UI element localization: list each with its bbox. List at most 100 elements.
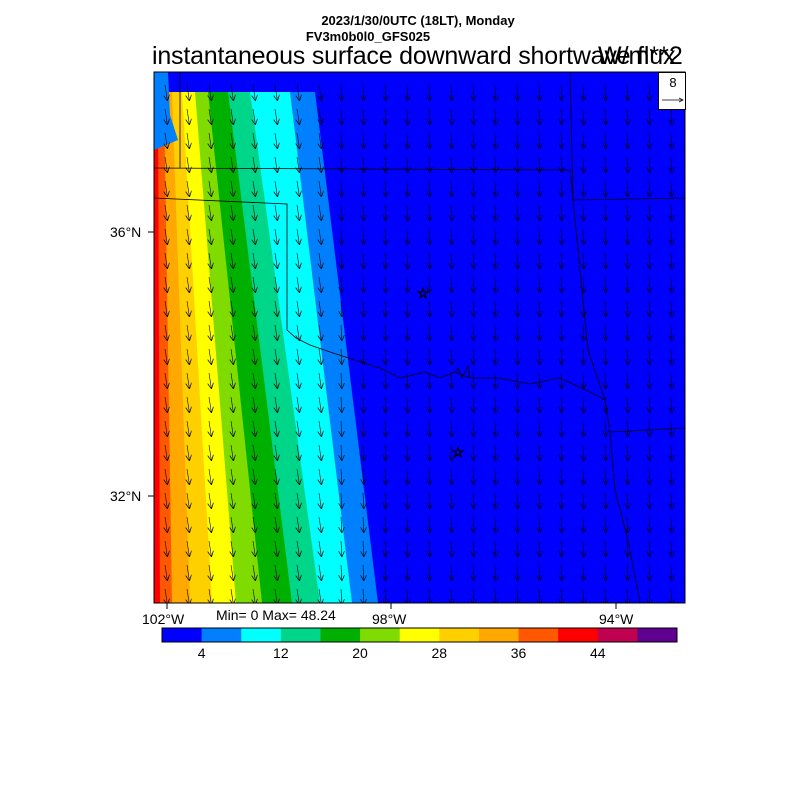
wind-vector xyxy=(605,324,606,340)
wind-vector xyxy=(275,444,277,460)
wind-vector xyxy=(297,588,299,603)
wind-vector xyxy=(429,204,430,220)
wind-vector xyxy=(429,396,430,412)
wind-vector xyxy=(319,180,321,196)
wind-vector xyxy=(451,252,452,268)
wind-vector xyxy=(517,444,518,460)
wind-vector xyxy=(297,204,299,220)
wind-vector xyxy=(319,444,321,460)
wind-vector xyxy=(473,228,474,244)
wind-vector xyxy=(671,492,672,508)
wind-vector xyxy=(275,348,277,364)
wind-vector xyxy=(451,180,452,196)
header-model: FV3m0b0l0_GFS025 xyxy=(305,29,431,44)
plot-units: W/m**2 xyxy=(598,42,683,70)
wind-vector xyxy=(187,108,189,124)
wind-vector xyxy=(429,468,430,484)
wind-vector xyxy=(539,372,540,388)
wind-vector xyxy=(297,396,299,412)
wind-vector xyxy=(341,324,342,340)
wind-vector xyxy=(583,516,584,532)
wind-vector xyxy=(407,228,408,244)
star-marker-north: ☆ xyxy=(417,285,430,301)
colorbar-label: 36 xyxy=(510,645,527,661)
colorbar-swatch xyxy=(399,628,440,642)
wind-vector xyxy=(473,516,474,532)
wind-vector xyxy=(187,348,189,364)
wind-vector xyxy=(275,372,277,388)
wind-vector xyxy=(517,276,518,292)
border-louisiana xyxy=(609,431,641,603)
lake-texoma xyxy=(454,364,471,379)
wind-vector xyxy=(253,156,255,172)
wind-vector xyxy=(319,348,321,364)
wind-vector xyxy=(341,564,342,580)
wind-vector xyxy=(165,372,167,388)
wind-vector xyxy=(385,132,386,148)
wind-vector xyxy=(605,348,606,364)
wind-vector xyxy=(517,252,518,268)
wind-vector xyxy=(165,540,167,556)
wind-vector xyxy=(671,276,672,292)
wind-vector xyxy=(165,420,167,436)
wind-vector xyxy=(517,540,518,556)
wind-vector xyxy=(319,564,321,580)
wind-vector xyxy=(605,132,606,148)
wind-vector xyxy=(209,204,211,220)
wind-vector xyxy=(385,180,386,196)
wind-vector xyxy=(649,396,650,412)
wind-vector xyxy=(539,156,540,172)
wind-vector xyxy=(209,108,211,124)
wind-vector xyxy=(187,540,189,556)
wind-vector xyxy=(627,468,628,484)
wind-vector xyxy=(561,516,562,532)
wind-vector xyxy=(341,276,342,292)
wind-vector xyxy=(231,564,233,580)
wind-vector xyxy=(561,564,562,580)
wind-vector xyxy=(495,468,496,484)
wind-vector xyxy=(209,252,211,268)
wind-vector xyxy=(209,300,211,316)
wind-vector xyxy=(583,468,584,484)
lon-label-94w: 94°W xyxy=(599,611,634,627)
wind-vector xyxy=(495,276,496,292)
wind-vector xyxy=(649,252,650,268)
colorbar-swatch xyxy=(241,628,282,642)
wind-vector xyxy=(253,204,255,220)
wind-vector xyxy=(385,348,386,364)
wind-vector xyxy=(253,324,255,340)
wind-vector xyxy=(517,132,518,148)
wind-vector xyxy=(627,396,628,412)
min-max-text: Min= 0 Max= 48.24 xyxy=(216,607,336,623)
wind-vector xyxy=(671,324,672,340)
wind-vector xyxy=(231,468,233,484)
wind-vector xyxy=(429,300,430,316)
wind-vector xyxy=(495,516,496,532)
wind-vector xyxy=(605,300,606,316)
wind-vector xyxy=(231,180,233,196)
wind-vector xyxy=(561,588,562,603)
wind-vector xyxy=(209,564,211,580)
reference-vector-arrow xyxy=(662,97,684,103)
wind-vector xyxy=(561,468,562,484)
wind-vector xyxy=(429,156,430,172)
wind-vector xyxy=(165,468,167,484)
wind-vector xyxy=(561,420,562,436)
wind-vector xyxy=(209,180,211,196)
wind-vector xyxy=(407,252,408,268)
wind-vector xyxy=(319,420,321,436)
wind-vector xyxy=(297,444,299,460)
wind-vector xyxy=(495,348,496,364)
lon-label-102w: 102°W xyxy=(142,611,185,627)
wind-vector xyxy=(385,324,386,340)
wind-vector xyxy=(187,156,189,172)
wind-vector xyxy=(407,516,408,532)
wind-vector xyxy=(231,228,233,244)
wind-vector xyxy=(429,348,430,364)
wind-vector xyxy=(671,588,672,603)
wind-vector xyxy=(517,108,518,124)
wind-vector xyxy=(451,564,452,580)
wind-vector xyxy=(363,444,364,460)
wind-vector xyxy=(385,540,386,556)
